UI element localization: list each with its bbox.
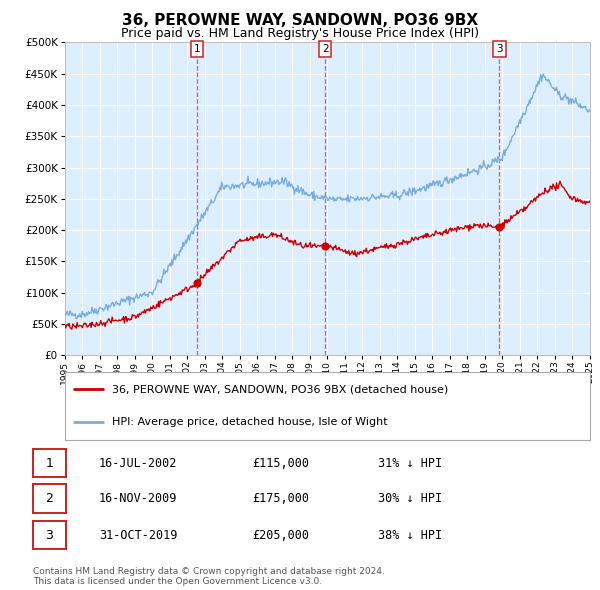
Text: £175,000: £175,000 [252, 492, 309, 505]
Text: £115,000: £115,000 [252, 457, 309, 470]
Point [192, 278, 202, 288]
Text: 36, PEROWNE WAY, SANDOWN, PO36 9BX (detached house): 36, PEROWNE WAY, SANDOWN, PO36 9BX (deta… [112, 384, 448, 394]
Text: 36, PEROWNE WAY, SANDOWN, PO36 9BX: 36, PEROWNE WAY, SANDOWN, PO36 9BX [122, 13, 478, 28]
Text: This data is licensed under the Open Government Licence v3.0.: This data is licensed under the Open Gov… [33, 577, 322, 586]
Text: Price paid vs. HM Land Registry's House Price Index (HPI): Price paid vs. HM Land Registry's House … [121, 27, 479, 40]
Point [494, 222, 504, 232]
Text: Contains HM Land Registry data © Crown copyright and database right 2024.: Contains HM Land Registry data © Crown c… [33, 566, 385, 576]
Text: 1: 1 [193, 44, 200, 54]
Text: 16-NOV-2009: 16-NOV-2009 [99, 492, 178, 505]
Text: 2: 2 [46, 492, 53, 505]
Text: 3: 3 [496, 44, 503, 54]
Text: 2: 2 [322, 44, 329, 54]
Text: 3: 3 [46, 529, 53, 542]
Text: 31% ↓ HPI: 31% ↓ HPI [378, 457, 442, 470]
Text: £205,000: £205,000 [252, 529, 309, 542]
Text: 38% ↓ HPI: 38% ↓ HPI [378, 529, 442, 542]
Text: 1: 1 [46, 457, 53, 470]
Point [320, 241, 330, 251]
Text: 30% ↓ HPI: 30% ↓ HPI [378, 492, 442, 505]
Text: HPI: Average price, detached house, Isle of Wight: HPI: Average price, detached house, Isle… [112, 417, 388, 427]
Text: 16-JUL-2002: 16-JUL-2002 [99, 457, 178, 470]
Text: 31-OCT-2019: 31-OCT-2019 [99, 529, 178, 542]
